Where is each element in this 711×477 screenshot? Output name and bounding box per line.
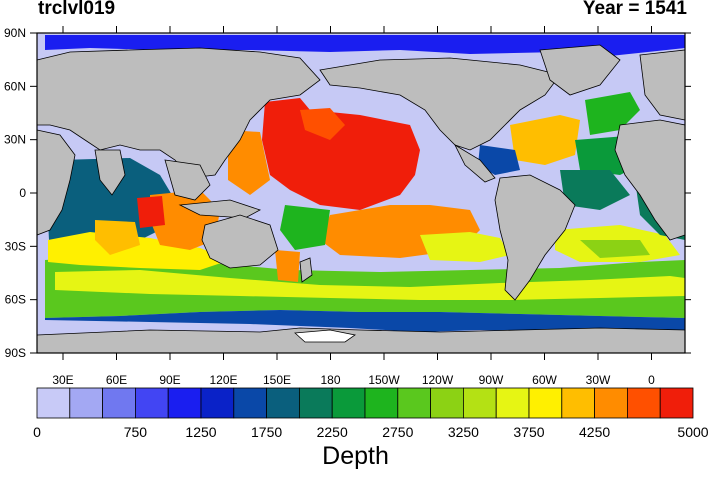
north-america-land	[319, 57, 561, 151]
latitude-axis: 90N 60N 30N 0 30S 60S 90S	[4, 26, 691, 360]
central-america-land	[454, 143, 496, 183]
south-america-land	[494, 174, 576, 301]
colorbar-label: 3250	[448, 424, 479, 440]
colorbar-swatch	[102, 387, 136, 419]
lon-label: 150E	[263, 373, 291, 387]
colorbar-label: 2750	[382, 424, 413, 440]
arctic-region	[45, 35, 685, 56]
colorbar-swatch	[266, 387, 300, 419]
colorbar-swatch	[430, 387, 464, 419]
lon-label: 180	[320, 373, 340, 387]
colorbar-swatch	[233, 387, 268, 419]
year-title: Year = 1541	[582, 0, 687, 19]
lat-label: 90N	[4, 26, 26, 40]
indian-ocean-red	[137, 196, 165, 228]
lon-label: 60W	[532, 373, 557, 387]
colorbar-label: 2250	[317, 424, 348, 440]
colorbar-swatch	[397, 387, 431, 419]
lat-label: 60N	[4, 79, 26, 93]
colorbar-swatch	[69, 387, 104, 419]
colorbar-swatch	[528, 387, 563, 419]
tasman-orange	[275, 250, 300, 282]
colorbar-title: Depth	[322, 442, 389, 470]
africa-east-land	[36, 129, 76, 236]
eurasia-land	[36, 47, 321, 179]
lon-label: 150W	[368, 373, 400, 387]
lon-label: 30E	[52, 373, 73, 387]
equatorial-atlantic	[560, 170, 630, 210]
new-zealand-land	[299, 257, 313, 283]
caribbean-deep	[478, 145, 520, 175]
colorbar-swatch	[364, 387, 399, 419]
lon-label: 120E	[209, 373, 237, 387]
north-atlantic-green	[585, 92, 640, 135]
lat-label: 0	[19, 186, 26, 200]
lon-label: 90W	[479, 373, 504, 387]
colorbar-label: 4250	[579, 424, 610, 440]
lat-label: 30S	[5, 239, 26, 253]
lon-label: 120W	[422, 373, 454, 387]
antarctica-land	[36, 327, 686, 354]
colorbar-label: 3750	[513, 424, 544, 440]
colorbar-swatch	[462, 387, 497, 419]
lat-label: 60S	[5, 293, 26, 307]
variable-title: trclvl019	[38, 0, 116, 19]
southern-ocean-deep	[45, 310, 685, 332]
colorbar-swatch	[594, 387, 628, 419]
north-atlantic-yellow	[510, 115, 580, 165]
lon-label: 60E	[106, 373, 127, 387]
colorbar	[36, 387, 694, 419]
colorbar-swatch	[36, 387, 71, 419]
lat-label: 30N	[4, 133, 26, 147]
colorbar-swatch	[561, 387, 595, 419]
colorbar-swatch	[495, 387, 530, 419]
ice-shelf	[294, 329, 356, 343]
colorbar-label: 750	[124, 424, 148, 440]
australia-land	[201, 214, 279, 269]
colorbar-swatch	[627, 387, 661, 419]
colorbar-label: 1750	[251, 424, 282, 440]
indian-ocean-yellow	[48, 232, 230, 270]
colorbar-label: 0	[33, 424, 41, 440]
africa-west-land	[614, 119, 686, 241]
colorbar-label: 1250	[185, 424, 216, 440]
lon-label: 90E	[159, 373, 180, 387]
colorbar-swatch	[200, 387, 235, 419]
north-pacific-orange	[228, 130, 270, 195]
north-pacific-orange-east	[300, 108, 345, 140]
southern-ocean-yellow	[55, 270, 685, 300]
lat-label: 90S	[5, 346, 26, 360]
india-land	[94, 149, 126, 196]
colorbar-swatch	[331, 387, 366, 419]
colorbar-labels: 0 750 1250 1750 2250 2750 3250 3750 4250 5000	[33, 424, 709, 440]
greenland-land	[539, 44, 621, 96]
south-pacific-yellow	[420, 232, 510, 262]
colorbar-label: 5000	[677, 424, 708, 440]
colorbar-swatch	[167, 387, 202, 419]
colorbar-swatch	[659, 387, 694, 419]
longitude-axis: 30E 60E 90E 120E 150E 180 150W 120W 90W 60W 30W 0	[52, 26, 655, 387]
lon-label: 30W	[586, 373, 611, 387]
north-pacific-red	[262, 98, 420, 210]
colorbar-swatch	[298, 387, 333, 419]
south-atlantic-green	[580, 240, 650, 258]
indonesia-land	[178, 199, 262, 219]
se-asia-land	[164, 159, 211, 201]
colorbar-swatch	[134, 387, 169, 419]
lon-label: 0	[648, 373, 655, 387]
ocean-regions	[45, 35, 685, 332]
europe-right-land	[639, 49, 686, 121]
indian-ocean-orange-west	[95, 220, 140, 255]
land-masses	[36, 44, 686, 354]
south-pacific-green	[280, 205, 330, 250]
